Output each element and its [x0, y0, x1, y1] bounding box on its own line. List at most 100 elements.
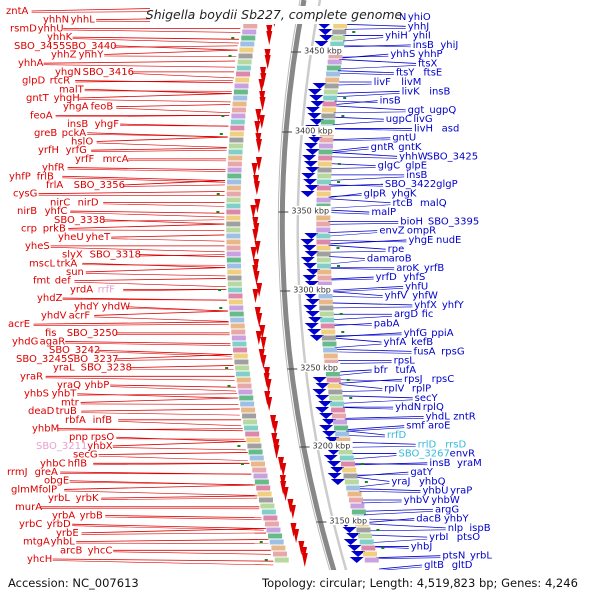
connector-left	[112, 447, 246, 451]
cog-block-left	[226, 221, 241, 227]
cog-block-right	[327, 383, 342, 389]
cog-block-left	[226, 251, 241, 257]
kbp-tick-label: 3450 kbp	[304, 47, 342, 56]
gene-label-right: SBO_3395	[428, 216, 479, 227]
cog-block-right	[361, 545, 376, 551]
connector-right	[329, 267, 395, 271]
connector-right	[333, 111, 406, 114]
gene-label-left: yheU	[58, 232, 84, 243]
cog-block-left	[226, 191, 241, 197]
cog-block-left	[233, 95, 248, 101]
connector-left	[115, 334, 230, 336]
gene-label-right: aroK	[396, 263, 419, 274]
gene-label-right: nudE	[436, 235, 461, 246]
reverse-gene-arrow	[343, 539, 358, 545]
cog-block-right	[358, 533, 373, 539]
cog-block-left	[233, 353, 248, 359]
gene-label-left: SBO_3238	[81, 363, 132, 374]
cog-block-right	[316, 245, 331, 251]
gene-label-left: yhdG	[12, 337, 38, 348]
connector-right	[329, 176, 405, 181]
connector-right	[328, 250, 386, 253]
connector-left	[110, 386, 236, 392]
cog-block-left	[237, 59, 252, 65]
connector-right	[339, 65, 417, 70]
connector-right	[340, 53, 389, 59]
gene-label-left: infB	[93, 415, 113, 426]
connector-right	[328, 184, 383, 187]
feature-tick-left	[231, 37, 235, 39]
gene-label-right: insB	[429, 86, 450, 97]
gene-label-left: yhbT	[52, 389, 78, 400]
reverse-gene-arrow	[346, 533, 361, 539]
gene-label-right: rplQ	[423, 402, 444, 413]
gene-label-right: yhhP	[418, 49, 443, 60]
cog-block-right	[338, 449, 353, 455]
gene-label-left: glmM	[11, 484, 39, 495]
cog-block-left	[252, 467, 267, 473]
gene-label-right: tufA	[395, 365, 416, 376]
gene-label-left: yhcC	[88, 545, 113, 556]
kbp-tick-backdrop	[310, 441, 353, 450]
connector-left	[138, 254, 225, 257]
connector-left	[75, 80, 233, 84]
gene-label-left: trkA	[57, 258, 78, 269]
cog-block-right	[317, 167, 332, 173]
connector-right	[349, 445, 416, 448]
forward-gene-arrow	[252, 228, 259, 243]
gene-label-right: livK	[402, 86, 420, 97]
cog-block-left	[227, 167, 242, 173]
connector-right	[340, 55, 389, 58]
gene-label-right: insB	[380, 96, 401, 107]
gene-label-right: nlp	[448, 523, 463, 534]
reverse-gene-arrow	[304, 251, 319, 257]
gene-label-left: greB	[34, 128, 57, 139]
gene-label-left: yrbA	[52, 511, 75, 522]
gene-label-left: rpsO	[91, 432, 115, 443]
cog-block-left	[226, 245, 241, 251]
cog-block-right	[334, 425, 349, 431]
gene-label-right: yhfG	[404, 328, 428, 339]
connector-left	[118, 421, 242, 427]
gene-label-right: yrfB	[424, 263, 445, 274]
gene-label-left: rtcR	[50, 76, 71, 87]
connector-left	[123, 289, 227, 292]
cog-block-right	[316, 215, 331, 221]
connector-right	[371, 534, 428, 538]
cog-block-left	[240, 41, 255, 47]
cog-block-left	[239, 395, 254, 401]
connector-right	[332, 323, 372, 326]
gene-label-right: yhhW	[399, 151, 428, 162]
connector-right	[346, 427, 405, 432]
cog-block-left	[269, 539, 284, 545]
cog-block-right	[320, 317, 335, 323]
cog-block-right	[318, 143, 333, 149]
gene-label-left: pnp	[69, 432, 88, 443]
connector-right	[331, 302, 413, 306]
connector-left	[105, 515, 262, 519]
connector-left	[80, 403, 239, 405]
reverse-gene-arrow	[302, 245, 317, 251]
feature-tick-right	[336, 247, 340, 249]
cog-block-left	[256, 485, 271, 491]
gene-label-right: yhgE	[408, 235, 433, 246]
connector-left	[43, 64, 236, 68]
reverse-gene-arrow	[305, 311, 320, 317]
connector-right	[376, 557, 441, 560]
gene-label-left: murA	[15, 502, 42, 513]
cog-block-right	[321, 335, 336, 341]
connector-left	[81, 412, 240, 416]
cog-block-left	[257, 491, 272, 497]
gene-label-right: ispB	[469, 523, 490, 534]
cog-block-right	[316, 185, 331, 191]
connector-left	[82, 262, 226, 269]
gene-label-left: yraQ	[57, 380, 81, 391]
forward-gene-arrow	[266, 31, 273, 46]
cog-block-right	[319, 305, 334, 311]
gene-label-right: bfr	[374, 365, 389, 376]
cog-block-left	[238, 53, 253, 59]
gene-label-left: yraR	[20, 371, 43, 382]
gene-label-left: rbfA	[65, 415, 86, 426]
connector-right	[328, 198, 391, 204]
gene-label-right: asd	[442, 123, 460, 134]
